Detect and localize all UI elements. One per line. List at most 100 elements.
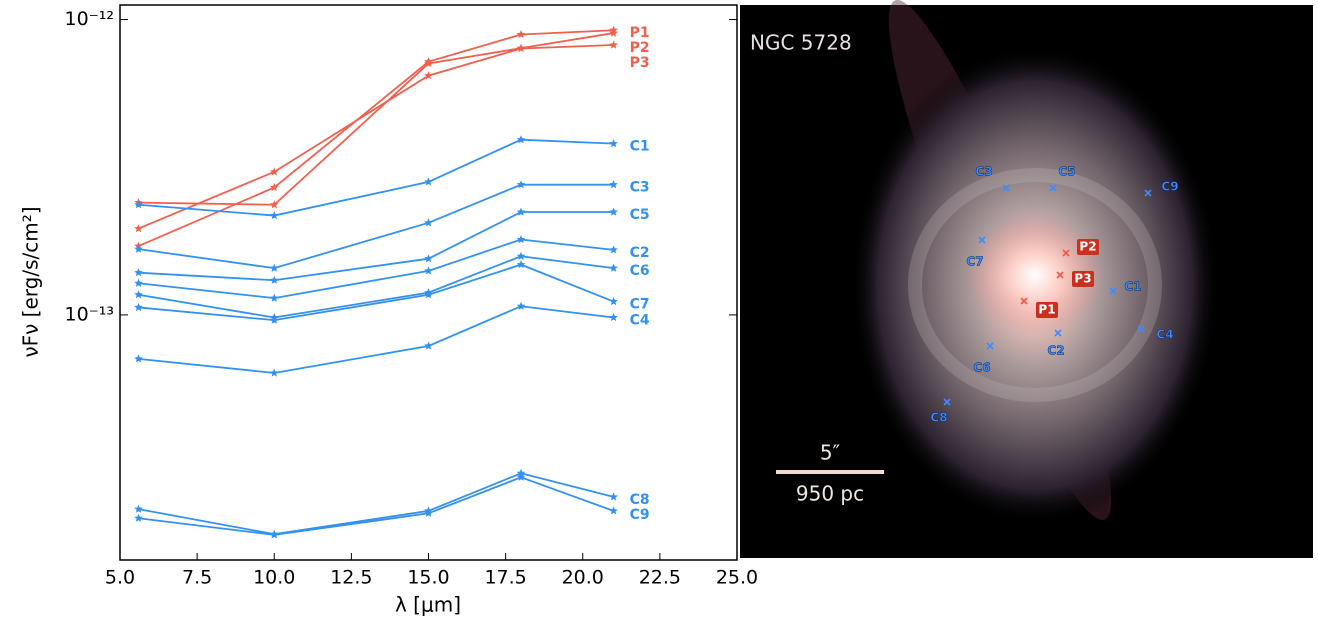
marker-label: C9 (1161, 180, 1178, 194)
marker-label: C3 (975, 165, 992, 179)
scale-angle: 5″ (820, 441, 840, 465)
x-tick-label: 7.5 (182, 567, 212, 589)
series-label: C7 (630, 297, 650, 313)
series-label: C8 (630, 492, 650, 508)
point (516, 30, 526, 39)
marker-cross (1049, 184, 1057, 192)
point (516, 472, 526, 481)
x-tick-label: 22.5 (639, 567, 681, 589)
marker-cross (1002, 184, 1010, 192)
series-line (138, 476, 614, 536)
point (270, 167, 279, 176)
galaxy (850, 0, 1220, 525)
point (609, 297, 618, 306)
point (134, 513, 143, 522)
marker-cross (1054, 329, 1062, 337)
marker-label: C7 (966, 255, 983, 269)
point (424, 71, 433, 80)
series-label: P3 (630, 55, 650, 71)
series-line (138, 44, 614, 230)
plot-frame (119, 4, 738, 561)
point (270, 200, 279, 209)
point (270, 275, 279, 284)
marker-label-bg (1036, 302, 1058, 318)
marker-label: C8 (930, 411, 947, 425)
image-title: NGC 5728 (750, 31, 852, 55)
point (609, 28, 618, 37)
point (516, 207, 526, 216)
series-label: P2 (630, 40, 650, 56)
series-label: C3 (630, 180, 650, 196)
series-label: C5 (630, 207, 650, 223)
point (134, 244, 143, 253)
point (134, 268, 143, 277)
point (516, 135, 526, 144)
point (424, 254, 433, 263)
marker-cross (1137, 325, 1145, 333)
point (609, 40, 618, 49)
marker-label: C2 (1047, 344, 1064, 358)
series-line (138, 472, 614, 536)
point (609, 139, 618, 148)
series-label: P1 (630, 25, 650, 41)
marker-label: P2 (1079, 240, 1096, 254)
series-label: C2 (630, 245, 650, 261)
point (424, 341, 433, 350)
series-line (138, 183, 614, 270)
x-tick-label: 25.0 (716, 567, 758, 589)
point (270, 263, 279, 272)
point (424, 290, 433, 299)
x-tick-label: 20.0 (562, 567, 604, 589)
series-label: C1 (630, 139, 650, 155)
point (609, 245, 618, 254)
point (270, 530, 279, 539)
series-line (138, 29, 614, 247)
y-axis-label: νFν [erg/s/cm²] (19, 206, 43, 357)
point (516, 260, 526, 269)
point (609, 313, 618, 322)
marker-label: C6 (973, 361, 990, 375)
point (609, 492, 618, 501)
x-tick-label: 10.0 (253, 567, 295, 589)
marker-cross (1062, 249, 1070, 257)
point (424, 508, 433, 517)
point (134, 278, 143, 287)
marker-label-bg (1072, 271, 1094, 287)
point (134, 224, 143, 233)
series-line (138, 32, 614, 206)
marker-cross (943, 398, 951, 406)
series-line (138, 238, 614, 300)
point (424, 59, 433, 68)
series-line (138, 263, 614, 322)
point (609, 263, 618, 272)
marker-label-bg (1077, 239, 1099, 255)
point (134, 302, 143, 312)
point (424, 266, 433, 275)
marker-cross (1056, 271, 1064, 279)
x-tick-label: 17.5 (484, 567, 526, 589)
y-tick-label: 10⁻¹³ (65, 303, 114, 325)
marker-cross (1144, 189, 1152, 197)
series-label: C4 (630, 313, 650, 329)
marker-cross (1020, 297, 1028, 305)
series-label: C9 (630, 507, 650, 523)
x-axis-label: λ [μm] (395, 593, 461, 617)
point (609, 207, 618, 216)
scale-length: 950 pc (796, 482, 864, 506)
point (270, 211, 279, 220)
point (516, 251, 526, 260)
point (270, 183, 279, 192)
marker-label: P3 (1074, 272, 1091, 286)
series-line (138, 211, 614, 282)
x-tick-label: 12.5 (330, 567, 372, 589)
x-tick-label: 15.0 (407, 567, 449, 589)
point (270, 315, 279, 324)
point (516, 235, 526, 244)
marker-label: P1 (1038, 303, 1055, 317)
point (609, 506, 618, 515)
point (516, 180, 526, 189)
point (270, 368, 279, 377)
marker-cross (986, 342, 994, 350)
